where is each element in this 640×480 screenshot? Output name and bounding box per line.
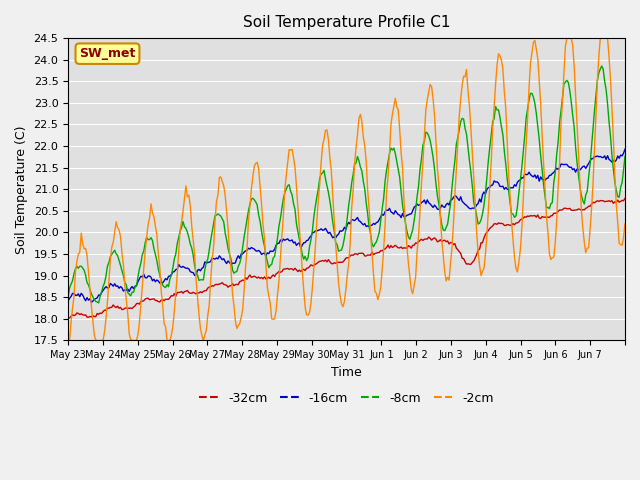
Title: Soil Temperature Profile C1: Soil Temperature Profile C1 bbox=[243, 15, 451, 30]
X-axis label: Time: Time bbox=[332, 366, 362, 379]
Text: SW_met: SW_met bbox=[79, 47, 136, 60]
Legend: -32cm, -16cm, -8cm, -2cm: -32cm, -16cm, -8cm, -2cm bbox=[195, 387, 499, 410]
Y-axis label: Soil Temperature (C): Soil Temperature (C) bbox=[15, 125, 28, 253]
